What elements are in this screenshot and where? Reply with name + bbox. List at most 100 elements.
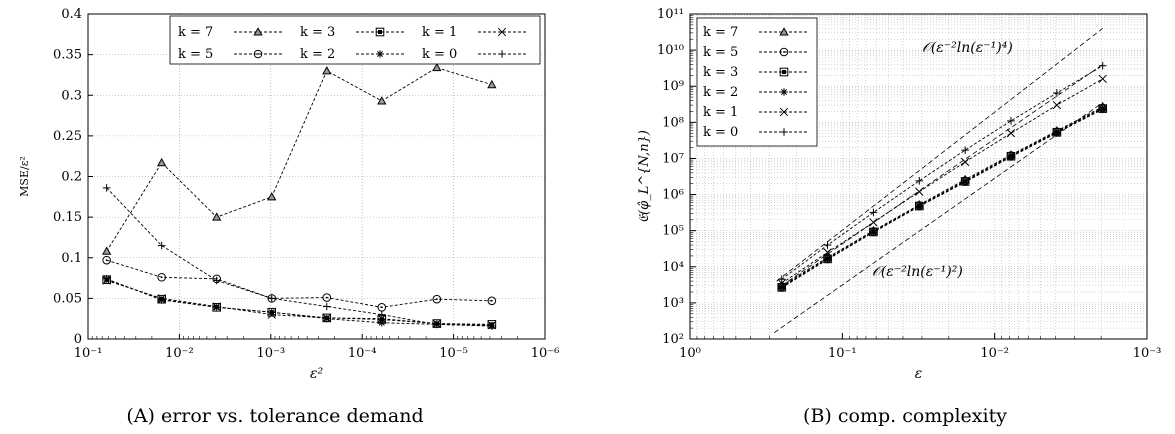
b-tick-labels: 10⁰ 10⁻¹ 10⁻² 10⁻³ 10² 10³ 10⁴ 10⁵ 10⁶ 10⁷ 10⁸ 10⁹ 1…	[657, 7, 1161, 361]
b-series-line	[781, 106, 1103, 287]
a-data-point	[322, 66, 332, 75]
a-data-point	[212, 303, 221, 312]
a-data-point	[102, 255, 111, 265]
a-legend-label: k = 2	[300, 47, 335, 62]
b-data-point	[960, 157, 970, 167]
a-legend-label: k = 7	[178, 25, 213, 40]
b-data-point	[869, 228, 878, 237]
a-tick-labels: 10⁻¹ 10⁻² 10⁻³ 10⁻⁴ 10⁻⁵ 10⁻⁶ 0 0.05 0.1 0.15 0.2 0…	[53, 7, 559, 361]
a-data-point	[322, 293, 332, 302]
b-reference-lines	[773, 28, 1103, 333]
b-annotations: 𝒪(ε⁻²ln(ε⁻¹)⁴) 𝒪(ε⁻²ln(ε⁻¹)²)	[872, 40, 1013, 280]
b-series-k0	[777, 61, 1107, 284]
panel-a: 10⁻¹ 10⁻² 10⁻³ 10⁻⁴ 10⁻⁵ 10⁻⁶ 0 0.05 0.1 0.15 0.2 0…	[18, 7, 559, 427]
b-data-point	[915, 187, 924, 196]
a-data-point	[157, 157, 167, 167]
a-caption: (A) error vs. tolerance demand	[126, 405, 423, 427]
b-data-point	[869, 218, 878, 227]
b-legend-marker	[780, 88, 788, 96]
b-data-point	[1098, 61, 1107, 70]
b-series-layer	[777, 61, 1108, 292]
b-data-point	[823, 241, 832, 249]
b-data-point	[1052, 100, 1062, 110]
b-legend-marker	[779, 47, 789, 57]
a-data-point	[157, 296, 166, 304]
a-data-point	[487, 79, 497, 89]
a-legend-marker	[498, 50, 506, 58]
a-data-point	[157, 272, 166, 282]
a-y-tick-label: 0.15	[53, 210, 82, 225]
a-legend: k = 7 k = 3 k = 1 k = 5 k = 2 k = 0	[169, 15, 541, 65]
a-legend-marker	[376, 50, 384, 58]
b-data-point	[777, 275, 786, 284]
b-x-tick-label: 10⁰	[679, 346, 701, 361]
b-y-axis-label: 𝔈(φ̂_L^{N,n})	[637, 130, 652, 223]
b-data-point	[1006, 129, 1016, 138]
b-legend-marker	[779, 107, 789, 117]
b-legend-marker	[780, 128, 788, 136]
b-legend-marker	[779, 27, 789, 36]
b-legend-label: k = 5	[703, 45, 738, 60]
b-x-tick-label: 10⁻¹	[828, 346, 857, 361]
a-data-point	[212, 276, 221, 285]
b-plot-frame	[689, 13, 1148, 340]
b-y-tick-label: 10³	[662, 296, 684, 311]
b-legend-label: k = 2	[703, 85, 738, 100]
b-legend-box	[696, 17, 818, 147]
b-data-point	[915, 202, 924, 211]
a-data-point	[267, 308, 276, 316]
a-y-tick-label: 0.05	[53, 291, 82, 306]
b-series-line	[781, 108, 1103, 288]
b-legend-label: k = 1	[703, 105, 738, 120]
a-legend-label: k = 3	[300, 25, 335, 40]
a-y-tick-label: 0.35	[53, 48, 82, 63]
a-data-point	[488, 322, 496, 330]
a-legend-label: k = 1	[422, 25, 457, 40]
a-x-tick-label: 10⁻⁵	[439, 346, 468, 361]
b-data-point	[915, 177, 924, 185]
a-y-axis-label: MSE/ε²	[18, 156, 31, 197]
b-series-line	[781, 78, 1103, 284]
a-data-point	[377, 318, 386, 327]
b-data-point	[1053, 129, 1061, 137]
b-y-tick-label: 10⁶	[662, 188, 684, 203]
a-data-point	[433, 320, 441, 329]
b-y-tick-label: 10⁴	[662, 260, 684, 275]
a-x-tick-label: 10⁻²	[165, 346, 194, 361]
b-annotation: 𝒪(ε⁻²ln(ε⁻¹)²)	[872, 264, 963, 280]
b-legend-label: k = 0	[703, 125, 738, 140]
a-legend-marker	[253, 27, 263, 36]
a-data-point	[102, 246, 112, 255]
a-legend-box	[169, 15, 541, 65]
b-y-tick-label: 10¹¹	[657, 7, 684, 22]
b-data-point	[961, 146, 969, 154]
a-data-point	[102, 184, 111, 192]
b-y-tick-label: 10⁸	[662, 115, 684, 130]
a-x-axis-label: ε²	[310, 366, 324, 382]
a-x-tick-label: 10⁻³	[256, 346, 285, 361]
a-data-point	[377, 314, 386, 323]
a-data-point	[377, 303, 387, 312]
a-series-k0	[102, 184, 496, 330]
a-data-point	[432, 294, 442, 304]
b-data-point	[1098, 105, 1107, 114]
a-data-point	[377, 96, 387, 105]
a-x-tick-label: 10⁻¹	[74, 346, 103, 361]
b-series-line	[781, 107, 1103, 288]
b-series-line	[781, 108, 1103, 289]
a-x-tick-label: 10⁻⁴	[348, 346, 377, 361]
a-data-point	[322, 302, 331, 311]
b-x-tick-label: 10⁻³	[1133, 346, 1162, 361]
b-series-line	[781, 65, 1103, 280]
b-legend-label: k = 7	[703, 25, 738, 40]
b-data-point	[869, 208, 878, 217]
b-y-tick-label: 10¹⁰	[657, 43, 684, 58]
b-y-tick-label: 10²	[662, 332, 684, 347]
a-y-tick-label: 0.4	[61, 7, 82, 22]
a-y-tick-label: 0.25	[53, 129, 82, 144]
a-legend-marker	[497, 27, 507, 37]
b-data-point	[823, 248, 832, 257]
a-data-point	[432, 62, 442, 72]
b-y-tick-label: 10⁷	[662, 151, 684, 166]
